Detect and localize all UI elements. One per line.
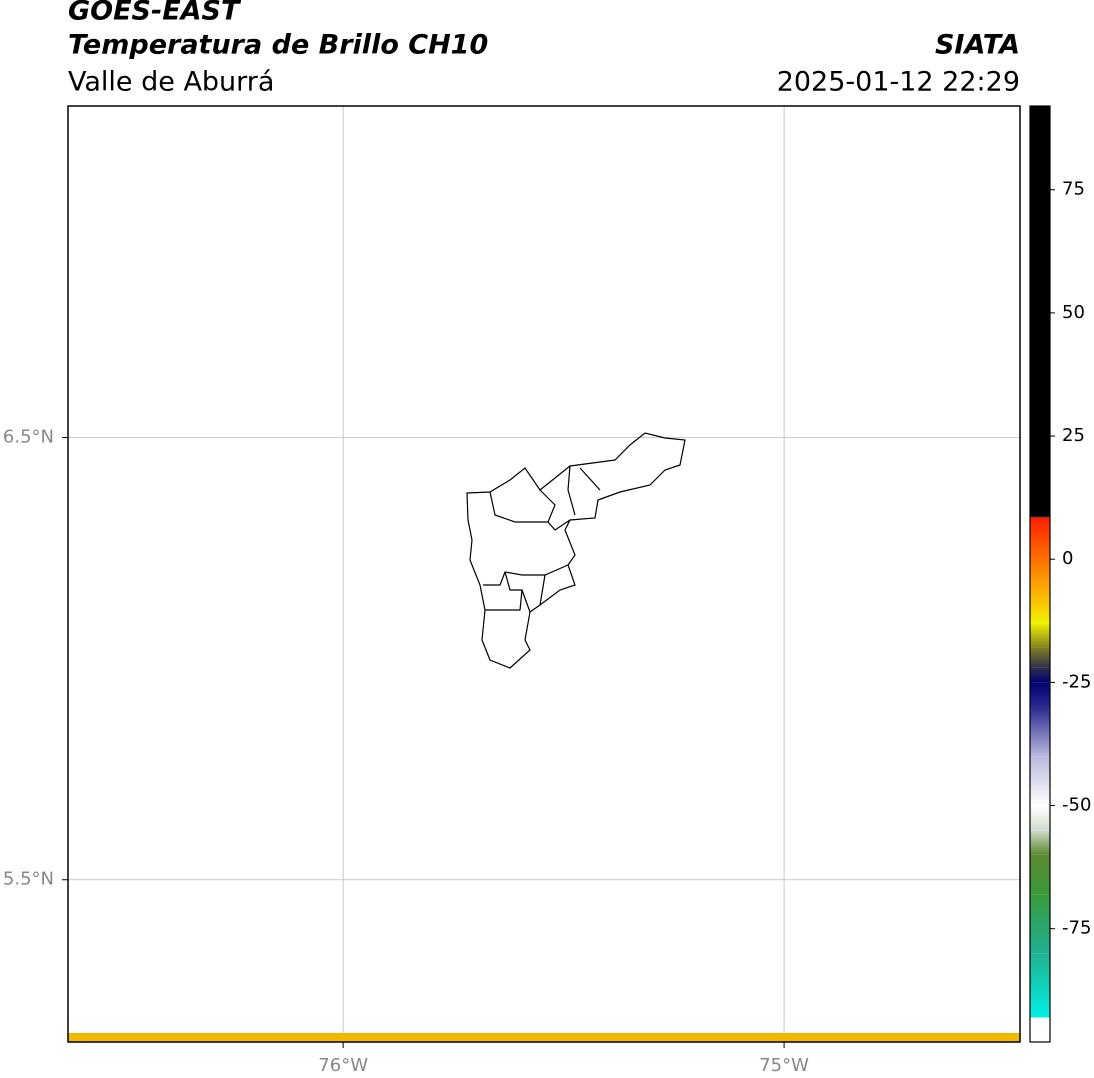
colorbar-tick-label: 0	[1062, 548, 1073, 569]
inner-borders	[483, 465, 601, 613]
source: SIATA	[935, 30, 1020, 61]
region: Valle de Aburrá	[68, 67, 274, 98]
colorbar-segment	[1030, 517, 1050, 584]
colorbar-segment	[1030, 623, 1050, 648]
colorbar-segment	[1030, 1017, 1050, 1042]
colorbar: -75 -50 -25 0 25 50 75	[1030, 106, 1091, 1042]
colorbar-tick-label: -75	[1062, 918, 1091, 939]
colorbar-segment	[1030, 583, 1050, 624]
colorbar-segment	[1030, 516, 1050, 518]
outline	[466, 432, 686, 669]
grid	[62, 106, 1020, 1048]
colorbar-tick-label: 50	[1062, 302, 1085, 323]
x-tick-label: 75°W	[759, 1055, 809, 1076]
colorbar-tick-label: -25	[1062, 671, 1091, 692]
datetime: 2025-01-12 22:29	[777, 67, 1020, 98]
colorbar-segment	[1030, 667, 1050, 683]
x-tick-label: 76°W	[318, 1055, 368, 1076]
title: GOES-EAST	[68, 0, 242, 27]
colorbar-segment	[1030, 953, 1050, 1018]
colorbar-segment	[1030, 106, 1050, 517]
map-frame	[67, 105, 1021, 1043]
colorbar-tick-label: -50	[1062, 795, 1091, 816]
colorbar-segment	[1030, 830, 1050, 855]
y-tick-label: 5.5°N	[3, 869, 54, 890]
imagery-strip	[68, 1033, 1020, 1042]
colorbar-frame	[1029, 105, 1051, 1043]
colorbar-segment	[1030, 854, 1050, 895]
colorbar-segment	[1030, 894, 1050, 954]
colorbar-segment	[1030, 682, 1050, 708]
colorbar-tick-label: 25	[1062, 425, 1085, 446]
municipal-borders	[466, 432, 686, 669]
colorbar-segment	[1030, 647, 1050, 668]
colorbar-tick-label: 75	[1062, 179, 1085, 200]
colorbar-segment	[1030, 756, 1050, 806]
y-tick-label: 6.5°N	[3, 427, 54, 448]
subtitle: Temperatura de Brillo CH10	[68, 30, 488, 61]
colorbar-segment	[1030, 707, 1050, 757]
colorbar-segment	[1030, 805, 1050, 831]
